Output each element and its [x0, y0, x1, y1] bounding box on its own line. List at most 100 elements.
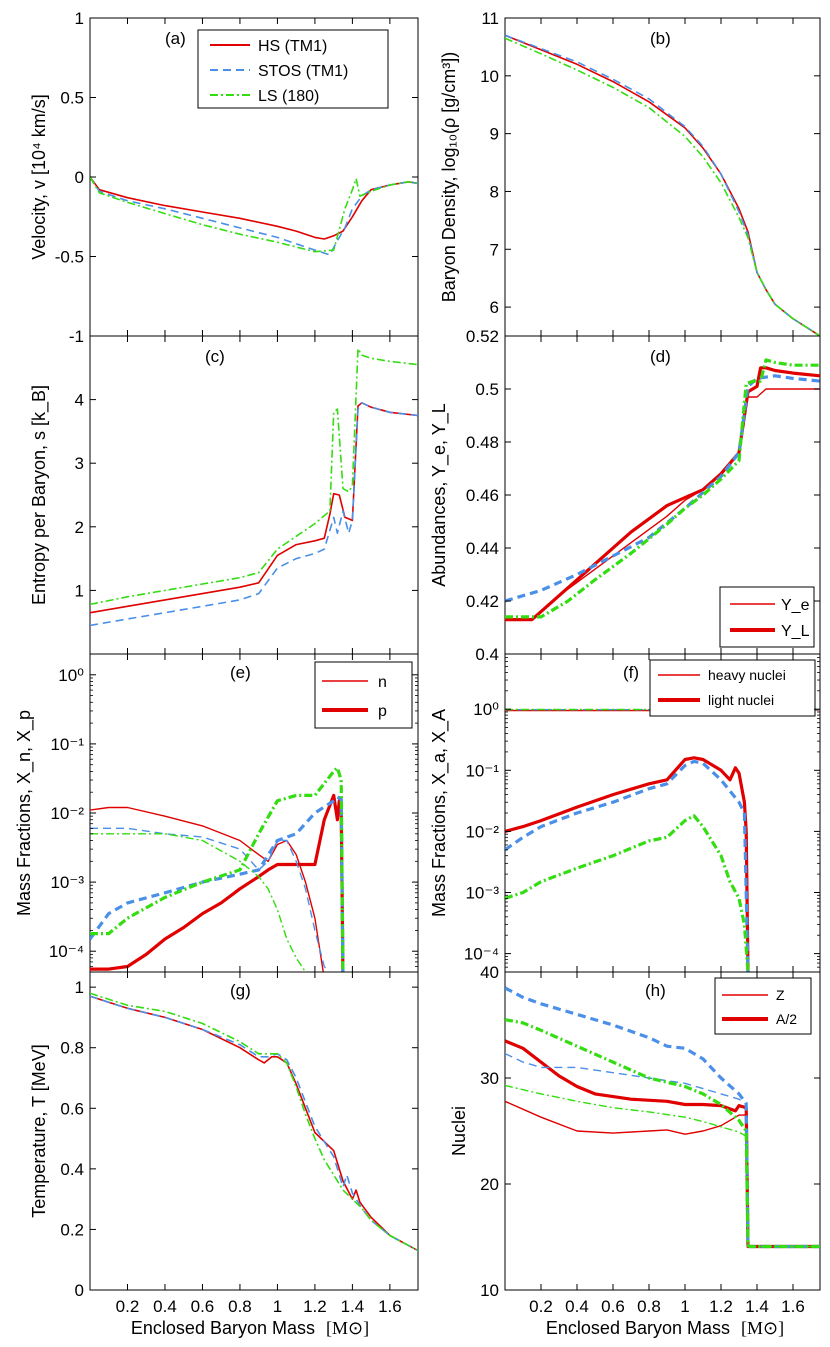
ytick-label-b: 8 [490, 182, 499, 201]
ylabel-a: Velocity, v [10⁴ km/s] [29, 94, 49, 259]
panel-g: (g) [89, 971, 419, 1291]
ytick-label-a: 0 [75, 168, 84, 187]
ytick-label-h: 10 [480, 1281, 499, 1300]
series-b-hs-tm1- [505, 34, 820, 336]
xlabel-left: Enclosed Baryon Mass [M⊙] [131, 1318, 369, 1338]
xtick-label-h: 0.2 [529, 1297, 553, 1316]
ytick-label-b: 9 [490, 125, 499, 144]
panel-a-legend: HS (TM1) STOS (TM1) LS (180) [197, 29, 389, 109]
series-e-hs-x-p [90, 793, 345, 972]
ytick-label-f: 10⁻¹ [465, 761, 499, 780]
panel-d-legend: Y_e Y_L [719, 586, 815, 648]
series-g-hs-tm1- [90, 995, 418, 1252]
ytick-label-h: 40 [480, 963, 499, 982]
legend-f-label-heavy: heavy nuclei [708, 667, 786, 683]
panel-g-frame [89, 971, 419, 1291]
ytick-label-b: 11 [481, 9, 499, 28]
ytick-label-f: 10⁻² [465, 822, 499, 841]
ytick-label-f: 10⁻³ [465, 884, 499, 903]
ytick-label-d: 0.46 [466, 486, 499, 505]
series-g-ls-180- [90, 992, 418, 1252]
series-e-ls-x-n [90, 833, 307, 972]
ytick-label-a: -1 [69, 327, 84, 346]
panel-f: (f) heavy nuclei light nuclei [504, 653, 821, 973]
ylabel-b: Baryon Density, log₁₀(ρ [g/cm³]) [439, 52, 459, 303]
xtick-label-h: 1.4 [745, 1297, 769, 1316]
series-d-hs-y-l [505, 366, 820, 622]
legend-d-box [719, 586, 815, 648]
ylabel-e: Mass Fractions, X_n, X_p [14, 710, 35, 916]
xtick-label-h: 1.2 [709, 1297, 733, 1316]
ytick-label-e: 10⁻² [50, 804, 84, 823]
series-f-ls-x-a [505, 814, 750, 972]
ytick-label-c: 2 [75, 518, 84, 537]
ytick-label-f: 10⁻⁴ [464, 945, 499, 964]
ytick-label-d: 0.52 [466, 327, 499, 346]
xtick-label-h: 0.8 [637, 1297, 661, 1316]
panel-g-series [90, 992, 418, 1252]
panel-d-label: (d) [650, 347, 671, 366]
ylabel-f: Mass Fractions, X_a, X_A [429, 709, 450, 917]
legend-h-label-z: Z [776, 987, 785, 1003]
legend-d-label-yl: Y_L [781, 623, 810, 640]
ytick-label-g: 0.8 [60, 1039, 84, 1058]
series-c-ls-180- [90, 347, 418, 606]
panel-a-label: (a) [165, 29, 186, 48]
panel-c-frame [89, 335, 419, 655]
series-b-ls-180- [505, 37, 820, 336]
series-d-stos-y-l [505, 374, 820, 603]
ytick-label-g: 1 [75, 978, 84, 997]
series-a-stos-tm1- [90, 176, 418, 256]
panel-c-series [90, 347, 418, 627]
xtick-label-g: 1.6 [378, 1297, 402, 1316]
legend-h-box [714, 977, 812, 1035]
ytick-label-g: 0.6 [60, 1099, 84, 1118]
panel-g-label: (g) [230, 981, 251, 1000]
panel-b-label: (b) [650, 29, 671, 48]
ytick-label-d: 0.4 [475, 645, 499, 664]
ytick-label-g: 0.2 [60, 1220, 84, 1239]
panel-a-series [90, 176, 418, 256]
series-h-ls-z [505, 1084, 820, 1248]
panel-d-series [505, 358, 820, 622]
panel-d: (d) Y_e Y_L [504, 335, 821, 655]
series-d-ls-y-l [505, 358, 820, 619]
xtick-label-h: 0.6 [601, 1297, 625, 1316]
ytick-label-h: 30 [480, 1069, 499, 1088]
ytick-label-a: 1 [75, 9, 84, 28]
ytick-label-a: 0.5 [60, 89, 84, 108]
panel-e-legend: n p [314, 661, 413, 729]
xtick-label-h: 1 [680, 1297, 689, 1316]
ytick-label-g: 0 [75, 1281, 84, 1300]
legend-f-label-light: light nuclei [708, 692, 774, 708]
legend-a-label-ls: LS (180) [258, 88, 319, 105]
series-a-hs-tm1- [90, 176, 418, 240]
ytick-label-a: -0.5 [55, 248, 84, 267]
panel-h-frame [504, 971, 821, 1291]
series-c-stos-tm1- [90, 401, 418, 627]
ytick-label-e: 10⁻¹ [50, 735, 84, 754]
series-h-ls-a-2 [505, 1018, 820, 1249]
xlabel-right-unit: [M⊙] [741, 1318, 784, 1338]
panel-b: (b) [504, 17, 821, 337]
panel-h-series [505, 986, 820, 1249]
ytick-label-h: 20 [480, 1175, 499, 1194]
panel-e: (e) n p [89, 653, 419, 973]
panel-e-series [90, 766, 345, 972]
xlabel-right-text: Enclosed Baryon Mass [546, 1318, 730, 1338]
series-b-stos-tm1- [505, 34, 820, 336]
ytick-label-c: 3 [75, 454, 84, 473]
ylabel-d: Abundances, Y_e, Y_L [429, 403, 450, 587]
panel-c-label: (c) [205, 347, 225, 366]
ytick-label-e: 10⁻⁴ [49, 942, 84, 961]
panel-a: (a) HS (TM1) STOS (TM1) LS (180) [89, 17, 419, 337]
panel-h: (h) Z A/2 [504, 971, 821, 1291]
ytick-label-g: 0.4 [60, 1160, 84, 1179]
ytick-label-d: 0.48 [466, 433, 499, 452]
ytick-label-b: 10 [480, 67, 499, 86]
ylabel-g: Temperature, T [MeV] [29, 1044, 49, 1217]
xlabel-left-unit: [M⊙] [326, 1318, 369, 1338]
xtick-label-g: 0.4 [153, 1297, 177, 1316]
xtick-label-g: 0.6 [191, 1297, 215, 1316]
